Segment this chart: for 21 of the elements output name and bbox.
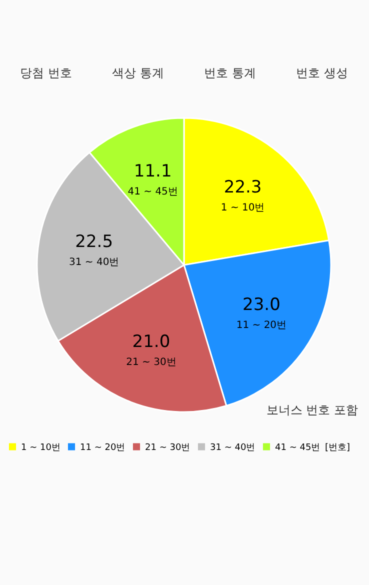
slice-label: 1 ~ 10번 [220, 202, 265, 214]
text: 색상 통계 [112, 66, 164, 80]
slice-label: 31 ~ 40번 [69, 257, 120, 268]
text: 번호 생성 [296, 66, 348, 80]
text: 당첨 번호 [20, 66, 72, 80]
slice-label: 11 ~ 20번 [236, 320, 287, 332]
slice-label: 41 ~ 45번 [128, 186, 178, 198]
slice-label: 21 ~ 30번 [126, 357, 176, 368]
data-label: 22.3 [224, 177, 262, 198]
data-label: 22.5 [75, 232, 114, 252]
data-label: 11.1 [134, 161, 172, 182]
legend-label: 1 ~ 10번 [21, 442, 60, 453]
legend-label: 11 ~ 20번 [80, 442, 126, 453]
legend-label: 41 ~ 45번 [275, 442, 320, 453]
data-label: 21.0 [132, 332, 170, 352]
legend-label: 21 ~ 30번 [145, 442, 190, 453]
legend-label: 31 ~ 40번 [210, 442, 256, 453]
data-label: 23.0 [242, 295, 280, 316]
text: 보너스 번호 포함 [266, 403, 358, 417]
text: 번호 통계 [204, 66, 256, 80]
legend-title: [번호] [325, 443, 350, 453]
